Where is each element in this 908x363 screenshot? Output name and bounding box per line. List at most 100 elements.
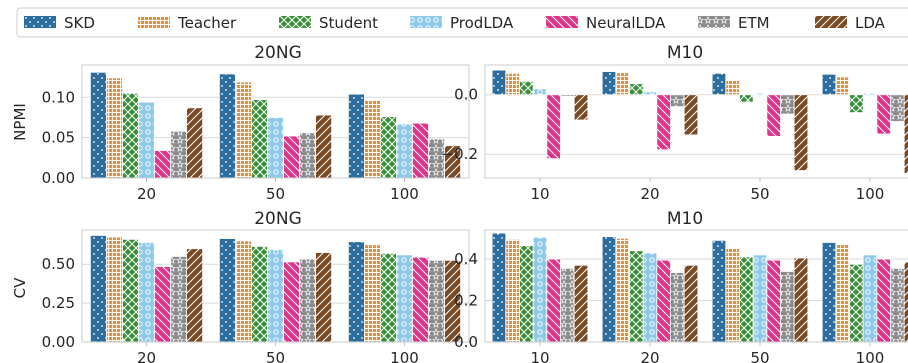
bar-student-100 [849, 94, 864, 113]
bar-neurallda-50 [766, 259, 781, 342]
legend-swatch [138, 16, 170, 28]
legend-item-student: Student [279, 14, 378, 32]
bar-teacher-100 [835, 244, 850, 342]
x-tick-label: 10 [530, 185, 549, 203]
bar-prodlda-100 [396, 123, 413, 178]
bar-prodlda-100 [396, 254, 413, 342]
bar-prodlda-50 [752, 92, 768, 96]
bar-skd-100 [821, 73, 837, 96]
bar-lda-20 [186, 248, 204, 342]
bar-etm-20 [170, 256, 187, 342]
panel-title: 20NG [254, 209, 302, 229]
y-tick-label: 0.25 [42, 294, 75, 312]
y-tick-label: 0.0 [454, 333, 478, 351]
legend-item-skd: SKD [24, 14, 95, 32]
bars [89, 235, 462, 342]
y-axis-label: NPMI [11, 103, 29, 141]
legend-label: NeuralLDA [586, 14, 666, 32]
bar-teacher-50 [725, 79, 740, 96]
x-tick-label: 100 [856, 185, 885, 203]
bar-lda-100 [903, 261, 908, 342]
plot-frame [484, 229, 908, 343]
bar-prodlda-100 [862, 254, 878, 342]
bar-skd-10 [491, 69, 507, 96]
bar-skd-100 [821, 242, 837, 342]
y-axis-label: CV [11, 277, 29, 298]
bar-skd-100 [347, 93, 365, 178]
plot-frame [81, 64, 470, 179]
bar-skd-20 [89, 71, 107, 178]
bar-neurallda-100 [876, 94, 891, 135]
x-tick-label: 50 [266, 185, 285, 203]
x-tick-label: 10 [530, 349, 549, 363]
panel-title: M10 [667, 209, 703, 229]
bar-skd-20 [89, 235, 107, 342]
bar-student-50 [251, 245, 268, 342]
bar-teacher-100 [364, 244, 381, 342]
panel-title: 20NG [254, 43, 302, 63]
panel-npmi-20ng: 20NG NPMI 0.00 0.05 0.10 20 50 100 [11, 43, 470, 203]
bar-neurallda-20 [656, 259, 671, 342]
bar-prodlda-50 [267, 249, 284, 342]
legend-swatch [279, 16, 311, 28]
y-tick-label: 0.00 [42, 169, 75, 187]
bar-neurallda-50 [766, 94, 781, 137]
bar-student-50 [739, 94, 754, 103]
bar-lda-20 [683, 264, 699, 342]
bar-teacher-100 [835, 76, 850, 96]
bar-lda-100 [903, 94, 908, 174]
bar-prodlda-20 [642, 252, 658, 342]
panel-title: M10 [667, 43, 703, 63]
bar-skd-100 [347, 241, 365, 342]
bar-neurallda-50 [283, 261, 300, 342]
legend-item-lda: LDA [815, 14, 886, 32]
legend-frame [16, 7, 908, 38]
bar-skd-50 [711, 72, 727, 96]
bar-etm-100 [890, 267, 905, 342]
x-tick-label: 50 [750, 185, 769, 203]
bars [89, 71, 462, 178]
y-tick-label: 0.05 [42, 129, 75, 147]
bar-student-20 [629, 83, 644, 96]
bar-teacher-20 [106, 77, 123, 178]
bar-prodlda-100 [862, 92, 878, 96]
bar-prodlda-10 [532, 88, 548, 96]
panel-npmi-m10: M10 −0.2 0.0 10 20 50 100 [442, 43, 908, 203]
bar-skd-50 [218, 73, 236, 178]
legend: SKD Teacher Student ProdLDA NeuralLDA ETM LDA [16, 7, 908, 38]
bar-etm-20 [670, 272, 685, 342]
legend-swatch [698, 16, 730, 28]
bar-teacher-100 [364, 99, 381, 178]
bar-student-100 [380, 252, 397, 342]
bars [491, 69, 908, 174]
bar-prodlda-20 [138, 242, 155, 342]
y-tick-label: 0.4 [454, 250, 478, 268]
bars [491, 232, 908, 342]
x-tick-label: 100 [390, 185, 419, 203]
legend-item-etm: ETM [698, 14, 770, 32]
bar-etm-50 [299, 132, 316, 178]
x-tick-label: 50 [750, 349, 769, 363]
bar-teacher-50 [235, 240, 252, 342]
y-tick-label: 0.2 [454, 292, 478, 310]
legend-label: LDA [855, 14, 886, 32]
bar-prodlda-50 [267, 117, 284, 178]
bar-neurallda-20 [656, 94, 671, 151]
bar-lda-50 [793, 257, 809, 342]
bar-lda-100 [444, 259, 462, 342]
bar-lda-50 [315, 114, 333, 178]
x-tick-label: 50 [266, 349, 285, 363]
bar-skd-50 [218, 238, 236, 342]
bar-student-10 [519, 245, 534, 342]
bar-etm-50 [299, 258, 316, 342]
bar-teacher-10 [505, 72, 520, 96]
legend-swatch [815, 16, 847, 28]
bar-neurallda-10 [546, 258, 561, 342]
bar-etm-20 [170, 130, 187, 178]
legend-swatch [410, 16, 442, 28]
bar-neurallda-100 [412, 122, 429, 178]
bar-prodlda-10 [532, 236, 548, 342]
bar-neurallda-20 [154, 266, 171, 342]
bar-lda-50 [315, 252, 333, 342]
bar-prodlda-20 [642, 91, 658, 96]
